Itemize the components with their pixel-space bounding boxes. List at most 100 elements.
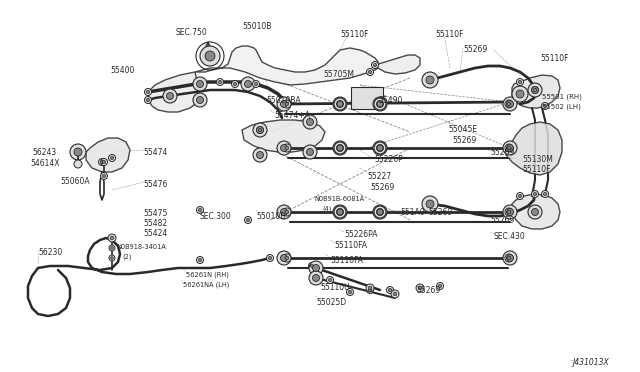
- Circle shape: [388, 288, 392, 292]
- Text: 55045E: 55045E: [448, 125, 477, 134]
- Text: 55269: 55269: [416, 286, 440, 295]
- Text: 55269: 55269: [452, 136, 476, 145]
- Text: J431013X: J431013X: [572, 358, 609, 367]
- Circle shape: [283, 254, 291, 262]
- Circle shape: [285, 210, 289, 214]
- Text: 55110F: 55110F: [540, 54, 568, 63]
- Text: (2): (2): [122, 254, 131, 260]
- Circle shape: [280, 100, 287, 108]
- Circle shape: [373, 63, 376, 67]
- Circle shape: [507, 146, 511, 150]
- Circle shape: [303, 145, 317, 159]
- Circle shape: [277, 97, 291, 111]
- Circle shape: [505, 254, 513, 262]
- Circle shape: [516, 90, 524, 98]
- Text: 56261NA (LH): 56261NA (LH): [183, 282, 229, 289]
- Circle shape: [109, 245, 115, 251]
- Circle shape: [109, 255, 115, 261]
- Circle shape: [543, 192, 547, 196]
- Circle shape: [102, 174, 106, 177]
- Circle shape: [368, 286, 372, 290]
- Text: 55502 (LH): 55502 (LH): [542, 104, 581, 110]
- Text: 55010B: 55010B: [242, 22, 271, 31]
- Circle shape: [531, 190, 538, 198]
- Circle shape: [309, 261, 323, 275]
- Text: N0B91B-6081A: N0B91B-6081A: [314, 196, 364, 202]
- Circle shape: [259, 128, 262, 132]
- Circle shape: [374, 98, 386, 110]
- Circle shape: [70, 144, 86, 160]
- Circle shape: [283, 100, 291, 108]
- Circle shape: [503, 97, 517, 111]
- Circle shape: [416, 284, 424, 292]
- Polygon shape: [242, 120, 325, 152]
- Circle shape: [196, 80, 204, 87]
- Circle shape: [426, 76, 434, 84]
- Polygon shape: [195, 46, 378, 85]
- Text: 56261N (RH): 56261N (RH): [186, 272, 229, 279]
- Circle shape: [507, 256, 511, 260]
- Circle shape: [533, 192, 536, 196]
- Circle shape: [436, 282, 444, 289]
- Circle shape: [512, 86, 528, 102]
- Circle shape: [100, 173, 108, 180]
- Circle shape: [277, 251, 291, 265]
- Polygon shape: [148, 72, 200, 112]
- Circle shape: [373, 205, 387, 219]
- Text: 55025D: 55025D: [316, 298, 346, 307]
- Circle shape: [377, 145, 383, 151]
- Circle shape: [307, 119, 314, 125]
- Text: 55501 (RH): 55501 (RH): [542, 94, 582, 100]
- Polygon shape: [375, 55, 420, 74]
- Circle shape: [280, 144, 287, 151]
- Text: 55705M: 55705M: [323, 70, 354, 79]
- Text: SEC.750: SEC.750: [175, 28, 207, 37]
- Text: 55269: 55269: [428, 208, 452, 217]
- Circle shape: [506, 208, 513, 215]
- Circle shape: [503, 205, 517, 219]
- Circle shape: [337, 101, 343, 107]
- Text: 54614X: 54614X: [30, 159, 60, 168]
- Circle shape: [346, 289, 353, 295]
- Circle shape: [337, 100, 344, 108]
- FancyBboxPatch shape: [351, 87, 383, 109]
- Circle shape: [391, 290, 399, 298]
- Text: 55269: 55269: [490, 148, 515, 157]
- Circle shape: [193, 77, 207, 91]
- Circle shape: [255, 83, 257, 86]
- Circle shape: [334, 142, 346, 154]
- Circle shape: [198, 259, 202, 262]
- Circle shape: [503, 141, 517, 155]
- Circle shape: [334, 98, 346, 110]
- Circle shape: [333, 205, 347, 219]
- Circle shape: [166, 93, 173, 99]
- Circle shape: [312, 275, 319, 282]
- Circle shape: [393, 292, 397, 296]
- Circle shape: [541, 103, 548, 109]
- Circle shape: [377, 209, 383, 215]
- Text: 55130M: 55130M: [522, 155, 553, 164]
- Circle shape: [218, 80, 221, 84]
- Circle shape: [337, 144, 344, 151]
- Text: 56243: 56243: [32, 148, 56, 157]
- Circle shape: [163, 89, 177, 103]
- Text: 56230: 56230: [38, 248, 62, 257]
- Circle shape: [337, 209, 343, 215]
- Circle shape: [280, 254, 287, 262]
- Circle shape: [111, 247, 113, 249]
- Circle shape: [531, 208, 538, 215]
- Circle shape: [196, 257, 204, 263]
- Text: 55475: 55475: [143, 209, 168, 218]
- Circle shape: [205, 51, 215, 61]
- Circle shape: [283, 144, 291, 152]
- Text: 55490: 55490: [378, 96, 403, 105]
- Circle shape: [253, 123, 267, 137]
- Text: 55110U: 55110U: [320, 283, 349, 292]
- Circle shape: [376, 208, 383, 215]
- Circle shape: [528, 205, 542, 219]
- Circle shape: [376, 100, 383, 108]
- Circle shape: [285, 256, 289, 260]
- Circle shape: [348, 291, 351, 294]
- Circle shape: [376, 144, 383, 151]
- Circle shape: [371, 61, 378, 68]
